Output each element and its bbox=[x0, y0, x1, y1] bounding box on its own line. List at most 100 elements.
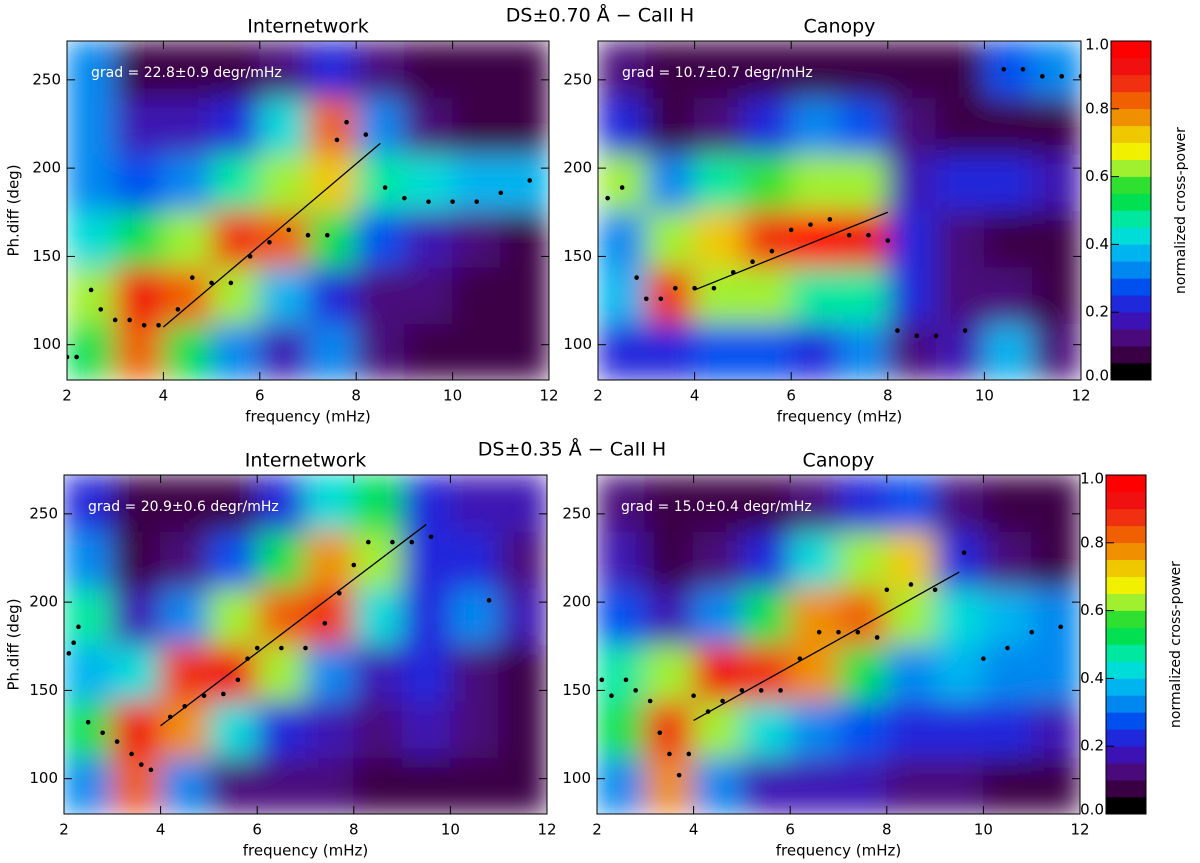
heat-cell bbox=[790, 153, 840, 211]
heat-cell bbox=[305, 587, 355, 645]
ridge-point bbox=[962, 328, 968, 333]
ridge-point bbox=[874, 635, 880, 640]
colorbar-swatch bbox=[1106, 644, 1146, 662]
heat-cell bbox=[982, 531, 1033, 589]
x-tick-label: 4 bbox=[689, 821, 699, 839]
heat-cell bbox=[982, 757, 1033, 814]
heat-cell bbox=[162, 97, 213, 155]
heat-cell bbox=[307, 210, 357, 268]
x-tick-label: 4 bbox=[156, 821, 166, 839]
ridge-point bbox=[74, 354, 79, 360]
ridge-point bbox=[76, 624, 81, 630]
heat-cell bbox=[838, 757, 888, 814]
heat-cell bbox=[67, 97, 116, 155]
fit-line bbox=[160, 523, 427, 727]
y-tick-label: 250 bbox=[562, 504, 591, 522]
heat-cell bbox=[114, 153, 164, 211]
colorbar-tick-label: 0.0 bbox=[1080, 801, 1104, 819]
heat-cell bbox=[789, 700, 839, 758]
heat-cell bbox=[160, 587, 210, 645]
y-tick-label: 200 bbox=[563, 159, 592, 177]
ridge-point bbox=[228, 280, 234, 286]
heat-cell bbox=[449, 475, 500, 532]
ridge-point bbox=[692, 285, 697, 291]
ridge-point bbox=[209, 280, 214, 286]
heat-cell bbox=[208, 587, 258, 645]
colorbar-swatch bbox=[1106, 796, 1146, 815]
heat-cell bbox=[256, 644, 306, 702]
heat-cell bbox=[693, 644, 743, 702]
heat-cell bbox=[355, 153, 405, 211]
heat-cell bbox=[307, 266, 357, 324]
heat-cell bbox=[355, 210, 405, 268]
ridge-point bbox=[691, 693, 696, 699]
ridge-point bbox=[190, 275, 195, 280]
heat-cell bbox=[1031, 475, 1080, 532]
ridge-point bbox=[100, 730, 105, 736]
heat-cell bbox=[160, 757, 210, 814]
ridge-point bbox=[182, 703, 188, 709]
colorbar-swatch bbox=[1106, 491, 1146, 510]
ridge-point bbox=[657, 730, 663, 736]
colorbar-swatch bbox=[1111, 278, 1151, 296]
heat-cell bbox=[452, 97, 502, 155]
heat-cell bbox=[1031, 644, 1080, 702]
heat-cell bbox=[983, 323, 1034, 380]
colorbar-swatch bbox=[1111, 142, 1151, 160]
heat-cell bbox=[403, 266, 454, 324]
ridge-point bbox=[739, 688, 745, 693]
ridge-point bbox=[71, 640, 76, 646]
ridge-point bbox=[711, 285, 717, 291]
heat-cell bbox=[1031, 757, 1080, 814]
heat-cell bbox=[67, 153, 116, 211]
heat-cell bbox=[598, 323, 647, 380]
y-axis-label: Ph.diff (deg) bbox=[5, 598, 23, 690]
x-tick-label: 2 bbox=[62, 387, 72, 405]
annotation: grad = 20.9±0.6 degr/mHz bbox=[88, 499, 279, 515]
heat-cell bbox=[111, 531, 162, 589]
heat-cell bbox=[789, 587, 839, 645]
heat-cell bbox=[162, 323, 213, 380]
panel-title: Internetwork bbox=[245, 450, 366, 472]
colorbar-swatch bbox=[1106, 695, 1146, 713]
ridge-point bbox=[324, 232, 330, 238]
annotation: grad = 22.8±0.9 degr/mHz bbox=[91, 65, 282, 81]
heat-cell bbox=[64, 475, 113, 532]
heat-cell bbox=[449, 757, 500, 814]
heat-cell bbox=[838, 475, 888, 532]
x-tick-label: 2 bbox=[592, 821, 602, 839]
colorbar-swatch bbox=[1111, 244, 1151, 262]
ridge-point bbox=[221, 691, 226, 697]
ridge-point bbox=[686, 751, 692, 757]
colorbar-swatch bbox=[1111, 345, 1151, 364]
ridge-point bbox=[797, 656, 803, 661]
y-tick-label: 150 bbox=[562, 681, 591, 699]
colorbar-swatch bbox=[1111, 227, 1151, 245]
colorbar-tick-label: 0.6 bbox=[1080, 601, 1104, 619]
x-tick-label: 8 bbox=[882, 821, 892, 839]
ridge-point bbox=[114, 739, 120, 744]
heat-cell bbox=[403, 97, 454, 155]
heat-cell bbox=[500, 266, 549, 324]
fit-line bbox=[694, 211, 889, 291]
plot-frame bbox=[596, 474, 1081, 815]
colorbar-swatch bbox=[1106, 712, 1146, 730]
heat-cell bbox=[162, 210, 213, 268]
x-tick-label: 6 bbox=[786, 387, 796, 405]
heat-cell bbox=[742, 210, 792, 268]
colorbar-swatch bbox=[1111, 159, 1151, 177]
figure-title: DS±0.70 Å − CaII H bbox=[506, 4, 694, 27]
heat-cell bbox=[259, 266, 309, 324]
ridge-point bbox=[1005, 645, 1010, 651]
heat-cell bbox=[67, 266, 116, 324]
heat-cell bbox=[305, 475, 355, 532]
colorbar-tick-label: 1.0 bbox=[1080, 470, 1104, 488]
heat-cell bbox=[934, 644, 984, 702]
colorbar-swatch bbox=[1111, 261, 1151, 279]
heat-cell bbox=[693, 757, 743, 814]
heat-cell bbox=[790, 41, 840, 98]
colorbar-swatch bbox=[1111, 125, 1151, 143]
colorbar-frame bbox=[1105, 474, 1147, 815]
heat-cell bbox=[355, 266, 405, 324]
heat-cell bbox=[887, 323, 937, 380]
